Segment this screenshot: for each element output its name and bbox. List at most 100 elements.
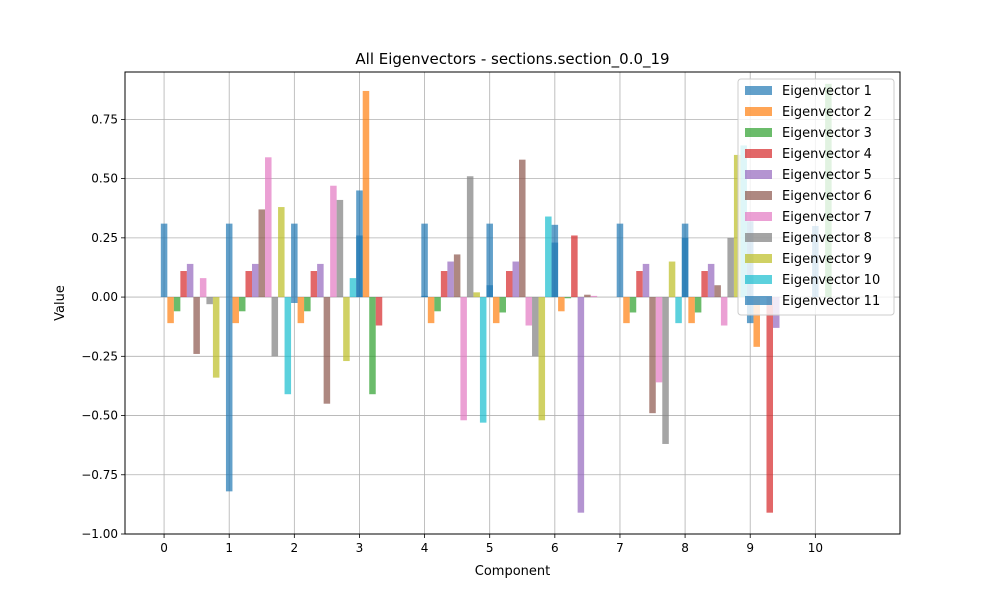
bar [668, 261, 676, 298]
legend-label: Eigenvector 1 [782, 84, 872, 99]
x-tick-label: 1 [225, 541, 233, 555]
legend-swatch [745, 275, 772, 284]
legend-swatch [745, 86, 772, 95]
bar [701, 271, 708, 298]
bar [479, 297, 487, 423]
y-tick-label: 0.25 [91, 231, 118, 245]
bar [284, 297, 292, 395]
bar [766, 297, 774, 513]
legend-swatch [745, 149, 772, 158]
legend-label: Eigenvector 4 [782, 147, 872, 162]
legend-label: Eigenvector 11 [782, 294, 880, 309]
legend-label: Eigenvector 7 [782, 210, 872, 225]
bar [206, 297, 213, 305]
bar [421, 223, 428, 298]
bar [642, 263, 650, 298]
bar [727, 237, 734, 298]
legend: Eigenvector 1 Eigenvector 2 Eigenvector 3 E… [737, 78, 895, 316]
bar [486, 285, 493, 298]
bar [447, 261, 454, 298]
bar [707, 263, 715, 298]
x-axis: 0 1 2 3 4 5 6 7 8 9 10 [160, 534, 823, 555]
legend-swatch [745, 233, 772, 242]
bar [492, 297, 500, 324]
bar [571, 235, 578, 298]
bar [349, 278, 357, 298]
legend-label: Eigenvector 5 [782, 168, 872, 183]
bar [636, 271, 643, 298]
bar [525, 297, 533, 326]
bar [694, 297, 702, 313]
bar [330, 185, 337, 298]
bar [590, 295, 598, 298]
plot-frame [124, 71, 901, 535]
bar [616, 223, 624, 298]
y-axis: −1.00 −0.75 −0.50 −0.25 0.00 0.25 0.50 0.75 [81, 112, 125, 541]
bar [362, 90, 370, 298]
legend-swatch [745, 254, 772, 263]
legend-label: Eigenvector 3 [782, 126, 872, 141]
bar [297, 297, 305, 324]
bar [584, 294, 591, 298]
y-tick-label: −1.00 [81, 527, 118, 541]
bar [317, 263, 324, 298]
bar [460, 297, 467, 421]
bar [245, 271, 252, 298]
y-axis-label: Value [53, 285, 68, 321]
bar [564, 297, 572, 299]
bar [225, 297, 233, 492]
bar [486, 223, 493, 298]
bar [649, 297, 656, 414]
bar [173, 297, 181, 312]
bar [375, 297, 383, 326]
bar [532, 297, 539, 357]
legend-swatch [745, 170, 772, 179]
bar [577, 297, 585, 513]
bar [558, 297, 565, 312]
legend-swatch [745, 107, 772, 116]
bar [688, 297, 695, 324]
bar [160, 223, 168, 298]
bar [180, 271, 187, 298]
bar [278, 207, 285, 298]
legend-label: Eigenvector 6 [782, 189, 872, 204]
bar [251, 263, 259, 298]
bar [271, 297, 279, 357]
x-tick-label: 6 [551, 541, 559, 555]
bar [258, 209, 266, 298]
legend-swatch [745, 296, 772, 305]
bar [323, 297, 331, 404]
bar [343, 297, 350, 362]
bar [238, 297, 246, 312]
legend-box [737, 78, 895, 316]
bar [212, 297, 220, 378]
x-axis-label: Component [475, 564, 550, 579]
bar [291, 223, 298, 298]
bar [421, 295, 428, 298]
bar [336, 199, 344, 298]
bar [499, 297, 506, 313]
bar [681, 237, 689, 298]
y-tick-label: −0.25 [81, 349, 118, 363]
bar [193, 297, 200, 354]
bar [225, 223, 233, 298]
x-tick-label: 3 [356, 541, 364, 555]
x-tick-label: 0 [160, 541, 168, 555]
bar [304, 297, 311, 312]
bar [440, 271, 448, 298]
legend-label: Eigenvector 9 [782, 252, 872, 267]
bar [427, 297, 435, 324]
legend-swatch [745, 212, 772, 221]
bar [167, 297, 174, 324]
bar [629, 297, 637, 313]
bar [434, 297, 441, 312]
x-tick-label: 5 [486, 541, 494, 555]
chart-title: All Eigenvectors - sections.section_0.0_… [355, 50, 669, 69]
bar [720, 297, 728, 326]
x-tick-label: 7 [616, 541, 624, 555]
bar [623, 297, 630, 324]
y-tick-label: −0.50 [81, 409, 118, 423]
bar [512, 261, 520, 298]
